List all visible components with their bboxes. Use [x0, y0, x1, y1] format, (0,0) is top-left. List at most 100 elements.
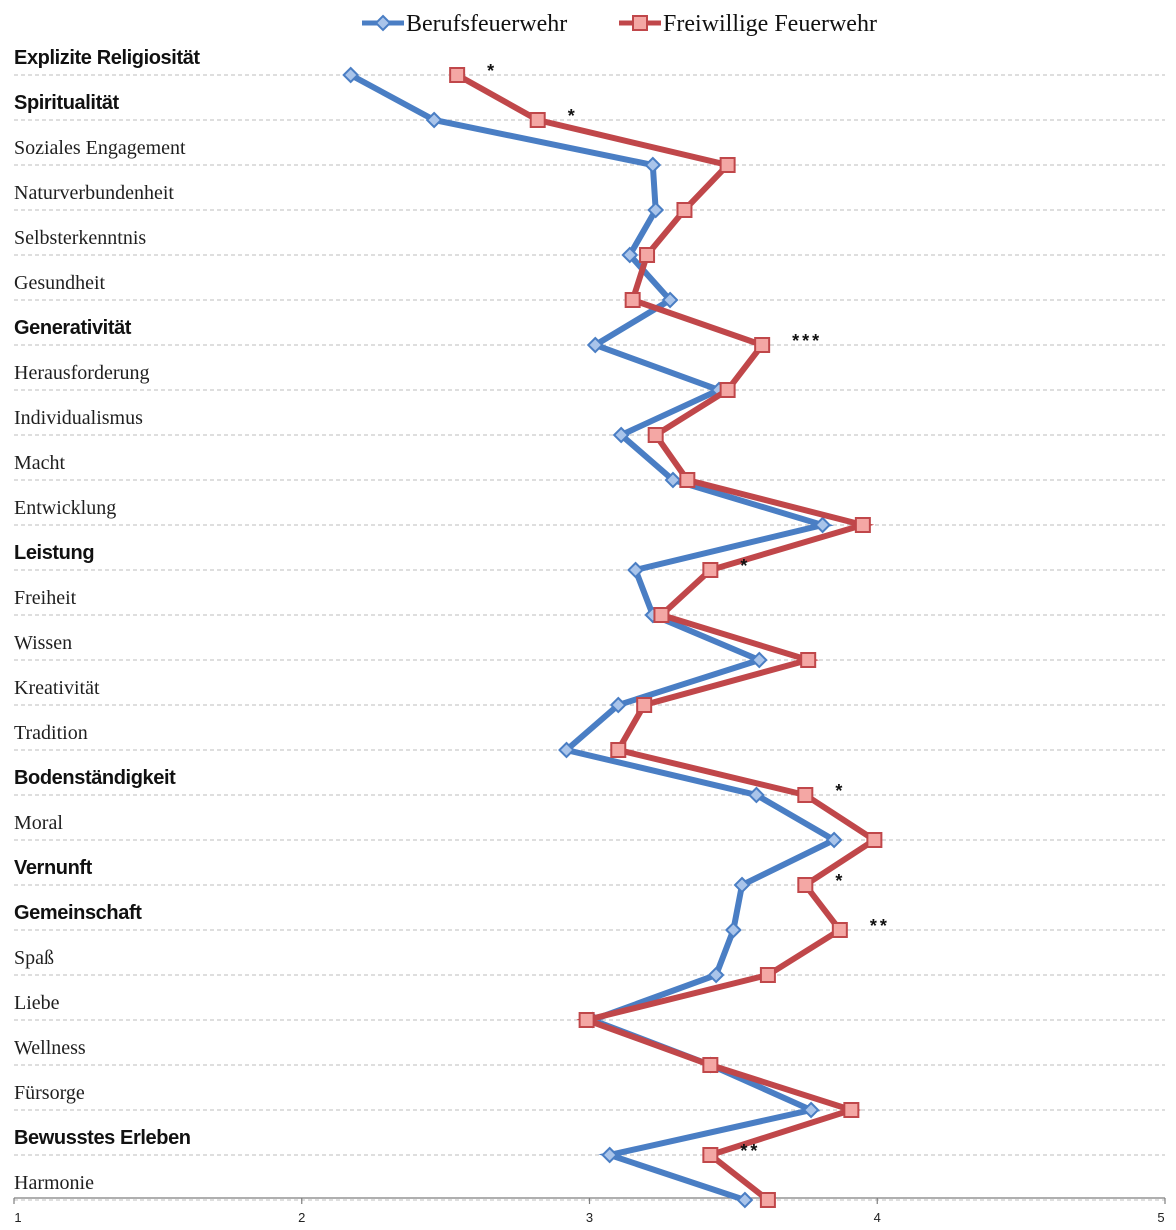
- data-point-diamond: [724, 921, 742, 939]
- data-point-square: [529, 112, 546, 128]
- significance-stars: *: [740, 556, 750, 576]
- data-point-square: [843, 1102, 860, 1118]
- legend: Berufsfeuerwehr Freiwillige Feuerwehr: [362, 11, 877, 37]
- data-point-diamond: [609, 696, 627, 714]
- data-point-diamond: [586, 336, 604, 354]
- x-tick-label: 4: [874, 1210, 881, 1225]
- category-label: Macht: [14, 452, 66, 474]
- data-point-diamond: [425, 111, 443, 129]
- category-label: Leistung: [14, 542, 94, 564]
- gridlines: [14, 74, 1165, 1201]
- significance-stars: ***: [792, 331, 822, 351]
- data-point-square: [797, 877, 814, 893]
- category-label: Harmonie: [14, 1172, 94, 1194]
- data-point-square: [702, 1147, 719, 1163]
- data-point-square: [854, 517, 871, 533]
- data-point-square: [624, 292, 641, 308]
- category-label: Vernunft: [14, 857, 93, 879]
- category-label: Wissen: [14, 632, 72, 654]
- data-point-diamond: [825, 831, 843, 849]
- data-series: [342, 66, 883, 1209]
- data-point-diamond: [627, 561, 644, 579]
- category-label: Selbsterkenntnis: [14, 227, 146, 249]
- data-point-square: [639, 247, 656, 263]
- data-point-diamond: [750, 651, 768, 669]
- legend-entry: Freiwillige Feuerwehr: [619, 11, 877, 37]
- data-point-square: [719, 382, 736, 398]
- category-label: Naturverbundenheit: [14, 182, 174, 204]
- category-label: Entwicklung: [14, 497, 116, 519]
- data-point-square: [800, 652, 817, 668]
- category-label: Gesundheit: [14, 272, 106, 294]
- significance-stars: *: [487, 61, 497, 81]
- category-label: Explizite Religiosität: [14, 47, 200, 69]
- x-tick-label: 1: [14, 1210, 21, 1225]
- data-point-diamond: [644, 156, 662, 174]
- data-point-diamond: [647, 201, 665, 219]
- series-freiwillige-feuerwehr: [449, 67, 883, 1208]
- data-point-square: [719, 157, 736, 173]
- significance-stars: *: [835, 781, 845, 801]
- series-line: [454, 72, 880, 1203]
- category-label: Generativität: [14, 317, 132, 339]
- data-point-square: [702, 562, 719, 578]
- data-point-diamond: [621, 246, 639, 264]
- data-point-square: [866, 832, 883, 848]
- x-tick-label: 2: [298, 1210, 305, 1225]
- data-point-square: [702, 1057, 719, 1073]
- data-point-diamond: [802, 1101, 820, 1119]
- data-point-diamond: [707, 966, 725, 984]
- data-point-square: [449, 67, 466, 83]
- category-label: Wellness: [14, 1037, 86, 1059]
- data-point-diamond: [612, 426, 630, 444]
- data-point-diamond: [661, 291, 679, 309]
- category-label: Freiheit: [14, 587, 77, 609]
- data-point-diamond: [747, 786, 765, 804]
- data-point-diamond: [342, 66, 360, 84]
- data-point-square: [653, 607, 670, 623]
- category-label: Tradition: [14, 722, 88, 744]
- category-label: Kreativität: [14, 677, 100, 699]
- legend-marker-diamond: [374, 14, 392, 32]
- data-point-diamond: [558, 741, 575, 759]
- legend-entry: Berufsfeuerwehr: [362, 11, 567, 37]
- data-point-diamond: [814, 516, 831, 534]
- significance-stars: **: [740, 1141, 760, 1161]
- category-labels: Explizite Religiosität Spiritualität Sozia…: [14, 47, 201, 1194]
- legend-marker-square: [632, 15, 648, 31]
- significance-stars: *: [568, 106, 578, 126]
- category-label: Moral: [14, 812, 63, 834]
- category-label: Liebe: [14, 992, 60, 1014]
- category-label: Herausforderung: [14, 362, 150, 384]
- significance-markers: ************: [487, 61, 887, 1161]
- category-label: Bewusstes Erleben: [14, 1127, 191, 1149]
- x-tick-label: 5: [1157, 1210, 1164, 1225]
- data-point-square: [578, 1012, 595, 1028]
- category-label: Spiritualität: [14, 92, 120, 114]
- data-point-square: [759, 967, 776, 983]
- series-line: [347, 72, 841, 1203]
- category-label: Soziales Engagement: [14, 137, 186, 159]
- data-point-square: [636, 697, 653, 713]
- significance-stars: *: [835, 871, 845, 891]
- data-point-diamond: [736, 1191, 754, 1209]
- legend-label: Freiwillige Feuerwehr: [663, 11, 877, 37]
- data-point-square: [610, 742, 627, 758]
- series-berufsfeuerwehr: [342, 66, 843, 1209]
- data-point-diamond: [733, 876, 751, 894]
- category-label: Spaß: [14, 947, 54, 969]
- data-point-diamond: [664, 471, 682, 489]
- x-tick-label: 3: [586, 1210, 593, 1225]
- data-point-square: [647, 427, 664, 443]
- data-point-square: [759, 1192, 776, 1208]
- legend-label: Berufsfeuerwehr: [406, 11, 567, 37]
- data-point-square: [754, 337, 771, 353]
- data-point-square: [797, 787, 814, 803]
- data-point-diamond: [601, 1146, 619, 1164]
- data-point-square: [831, 922, 848, 938]
- x-axis: 1 2 3 4 5: [13, 1197, 1166, 1225]
- category-label: Individualismus: [14, 407, 143, 429]
- data-point-square: [676, 202, 693, 218]
